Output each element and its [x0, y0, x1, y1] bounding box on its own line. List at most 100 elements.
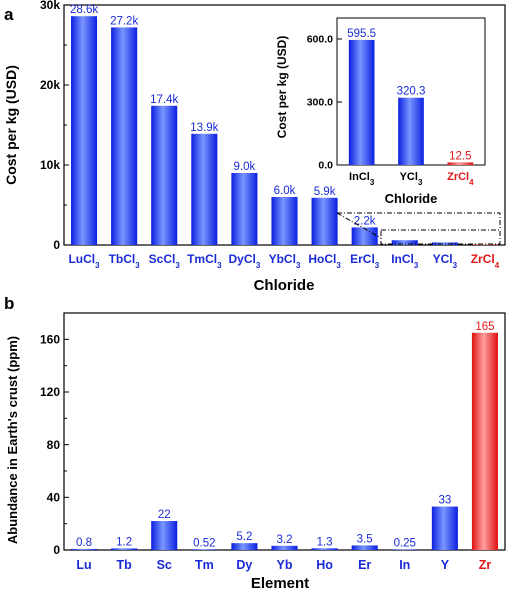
data-label-ho: 5.9k — [314, 186, 336, 198]
x-tick-label-lu: Lu — [76, 558, 91, 572]
data-label-lu: 28.6k — [70, 4, 98, 16]
y-tick-label: 0 — [53, 238, 60, 252]
x-tick-label-zr: Zr — [479, 558, 492, 572]
data-label-tm: 0.52 — [193, 537, 215, 549]
x-tick-label-ho: Ho — [316, 558, 333, 572]
x-tick-label-in: In — [399, 558, 410, 572]
bar-lu — [71, 548, 98, 550]
x-tick-label-yb: YbCl3 — [269, 252, 301, 270]
inset-x-axis: InCl3 YCl3 ZrCl4 — [349, 171, 474, 187]
bar-sc — [151, 521, 178, 550]
panel-b-x-axis-label: Element — [251, 575, 309, 592]
x-tick-label-zr: ZrCl4 — [447, 171, 474, 187]
data-label-yb: 6.0k — [274, 185, 296, 197]
data-label-ho: 1.3 — [317, 536, 333, 548]
data-label-er: 3.5 — [357, 533, 373, 545]
panel-a-x-axis: LuCl3 TbCl3 ScCl3 TmCl3 DyCl3 YbCl3 HoCl3 ErCl3… — [68, 252, 499, 270]
bar-zr — [471, 244, 498, 245]
x-tick-label-lu: LuCl3 — [68, 252, 100, 270]
data-label-lu: 0.8 — [76, 537, 92, 549]
y-tick-label: 160 — [40, 333, 60, 347]
x-tick-label-in: InCl3 — [391, 252, 419, 270]
y-tick-label: 10k — [40, 158, 60, 172]
bar-in — [348, 39, 375, 165]
x-tick-label-in: InCl3 — [349, 171, 375, 187]
x-tick-label-sc: ScCl3 — [149, 252, 181, 270]
y-tick-label: 30k — [40, 0, 60, 12]
bar-in — [391, 240, 418, 245]
x-tick-label-tm: Tm — [195, 558, 214, 572]
data-label-er: 2.2k — [354, 215, 376, 227]
data-label-tb: 27.2k — [110, 15, 138, 27]
bar-y — [398, 97, 424, 165]
panel-a-y-axis: 0 10k 20k 30k — [40, 0, 69, 252]
x-tick-label-tb: TbCl3 — [109, 252, 141, 270]
x-tick-label-y: YCl3 — [400, 171, 423, 187]
y-tick-label: 20k — [40, 78, 60, 92]
panel-b-y-axis: 0 40 80 120 160 — [40, 333, 69, 557]
bar-ho — [311, 197, 338, 245]
panel-a-y-axis-label: Cost per kg (USD) — [3, 65, 19, 185]
y-tick-label: 80 — [47, 438, 61, 452]
data-label-zr: 12.5 — [449, 150, 471, 162]
x-tick-label-y: Y — [441, 558, 450, 572]
x-tick-label-sc: Sc — [157, 558, 172, 572]
bar-zr — [471, 332, 498, 550]
data-label-tb: 1.2 — [116, 536, 132, 548]
x-tick-label-zr: ZrCl4 — [471, 252, 500, 270]
panel-a-x-axis-label: Chloride — [254, 277, 315, 294]
inset-x-axis-label: Chloride — [385, 191, 438, 206]
data-label-y: 320.3 — [397, 86, 426, 98]
panel-b-label: b — [4, 294, 14, 313]
y-tick-label: 40 — [47, 491, 61, 505]
data-label-dy: 5.2 — [236, 531, 252, 543]
bar-dy — [231, 543, 258, 550]
data-label-sc: 22 — [158, 509, 171, 521]
panel-b-bars: 0.8 1.2 22 0.52 5.2 3.2 1.3 3.5 0.25 33 165 — [71, 321, 498, 550]
x-tick-label-tm: TmCl3 — [187, 252, 222, 270]
bar-lu — [71, 16, 98, 246]
y-tick-label: 0 — [53, 543, 60, 557]
data-label-y: 33 — [438, 495, 451, 507]
x-tick-label-er: Er — [358, 558, 371, 572]
x-tick-label-y: YCl3 — [433, 252, 458, 270]
panel-b-x-axis: Lu Tb Sc Tm Dy Yb Ho Er In Y Zr — [76, 558, 491, 572]
x-tick-label-er: ErCl3 — [350, 252, 380, 270]
bar-sc — [151, 105, 178, 245]
bar-tb — [111, 548, 138, 550]
data-label-zr: 165 — [475, 321, 494, 333]
data-label-tm: 13.9k — [190, 122, 218, 134]
bar-yb — [271, 545, 298, 550]
data-label-yb: 3.2 — [277, 534, 293, 546]
data-label-dy: 9.0k — [234, 161, 256, 173]
bar-y — [431, 506, 458, 550]
inset-y-axis-label: Cost per kg (USD) — [275, 36, 289, 139]
panel-a-bars: 28.6k 27.2k 17.4k 13.9k 9.0k 6.0k 5.9k 2.2k — [70, 4, 498, 246]
data-label-in: 595.5 — [347, 28, 376, 40]
bar-in — [391, 549, 418, 550]
x-tick-label-ho: HoCl3 — [308, 252, 341, 270]
bar-dy — [231, 173, 258, 245]
y-tick-label: 600.0 — [307, 34, 333, 46]
panel-a: a 0 10k 20k 30k 28.6k 27.2k 17.4k 13.9k 9.0k 6.0… — [3, 0, 506, 294]
data-label-in: 0.25 — [394, 537, 416, 549]
bar-tb — [111, 27, 138, 246]
y-tick-label: 120 — [40, 385, 60, 399]
inset-zoom-region — [380, 229, 501, 245]
data-label-sc: 17.4k — [150, 94, 178, 106]
y-tick-label: 0.0 — [318, 160, 333, 172]
bar-tm — [191, 133, 218, 245]
panel-a-label: a — [4, 5, 14, 24]
inset-bars: 595.5 320.3 12.5 — [347, 28, 474, 165]
x-tick-label-dy: Dy — [236, 558, 252, 572]
inset-connector-line-left — [336, 212, 382, 239]
x-tick-label-tb: Tb — [116, 558, 132, 572]
bar-yb — [271, 197, 298, 245]
panel-a-inset: 0.0 300.0 600.0 595.5 320.3 12.5 InCl3 YCl3 Zr… — [275, 17, 501, 245]
bar-tm — [191, 549, 218, 550]
y-tick-label: 300.0 — [307, 97, 333, 109]
inset-connector-line-right — [337, 212, 501, 230]
panel-b-y-axis-label: Abundance in Earth's crust (ppm) — [5, 336, 20, 544]
